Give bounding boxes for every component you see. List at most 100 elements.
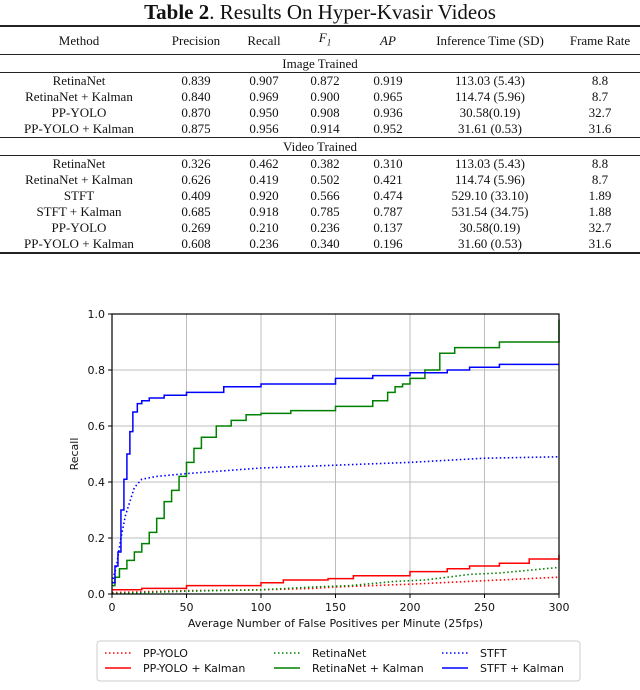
y-tick-label: 0.8: [88, 364, 106, 377]
table-row: RetinaNet 0.326 0.462 0.382 0.310 113.03 (5.4…: [0, 156, 640, 173]
cell-precision: 0.626: [181, 172, 211, 187]
y-tick-label: 1.0: [88, 308, 106, 321]
cell-method: PP-YOLO: [51, 105, 107, 120]
cell-ap: 0.952: [373, 121, 403, 136]
series-line-stft-kalman: [112, 363, 559, 584]
cell-method: PP-YOLO: [51, 220, 107, 235]
cell-method: PP-YOLO + Kalman: [0, 236, 158, 254]
cell-ap: 0.310: [373, 156, 403, 171]
cell-method: RetinaNet: [52, 73, 106, 88]
col-f1: F1: [318, 30, 332, 48]
cell-f1: 0.785: [310, 204, 340, 219]
section-image-trained: Image Trained RetinaNet 0.839 0.907 0.872 0.9…: [0, 54, 640, 138]
cell-method: STFT + Kalman: [36, 204, 122, 219]
section-title: Video Trained: [0, 137, 640, 156]
cell-precision: 0.269: [181, 220, 211, 235]
y-tick-label: 0.4: [88, 476, 106, 489]
legend-label: RetinaNet: [312, 647, 367, 660]
col-method: Method: [58, 32, 100, 48]
cell-recall: 0.210: [249, 220, 279, 235]
cell-ap: 0.196: [356, 236, 420, 254]
cell-ap: 0.936: [373, 105, 403, 120]
cell-fps: 1.88: [588, 204, 612, 219]
cell-recall: 0.920: [249, 188, 279, 203]
cell-f1: 0.914: [310, 121, 340, 136]
recall-vs-false-positives-chart: 0 50 100 150 200 250 300 0.0 0.2 0.4 0.6 0.8 1.0 Aver…: [0, 300, 640, 685]
cell-method: RetinaNet: [52, 156, 106, 171]
series-line-stft: [111, 456, 560, 584]
cell-f1: 0.502: [310, 172, 340, 187]
cell-time: 531.54 (34.75): [451, 204, 529, 219]
legend-label: PP-YOLO: [143, 647, 188, 660]
cell-time: 113.03 (5.43): [455, 156, 525, 171]
table-row: RetinaNet + Kalman 0.840 0.969 0.900 0.965 11…: [0, 89, 640, 105]
chart-svg: 0 50 100 150 200 250 300 0.0 0.2 0.4 0.6 0.8 1.0 Aver…: [68, 308, 581, 682]
cell-method: RetinaNet + Kalman: [25, 172, 133, 187]
x-tick-label: 0: [109, 601, 116, 614]
x-axis-label: Average Number of False Positives per Mi…: [188, 617, 483, 630]
table-row: RetinaNet 0.839 0.907 0.872 0.919 113.03 (5.4…: [0, 73, 640, 90]
cell-time: 31.61 (0.53): [458, 121, 522, 136]
cell-ap: 0.474: [373, 188, 403, 203]
x-tick-label: 50: [180, 601, 194, 614]
table-row: PP-YOLO + Kalman 0.875 0.956 0.914 0.952 31.6…: [0, 121, 640, 138]
cell-fps: 8.8: [591, 73, 609, 88]
y-axis-label: Recall: [68, 438, 81, 471]
section-title-row: Image Trained: [0, 54, 640, 73]
cell-precision: 0.326: [181, 156, 211, 171]
table-caption: Table 2. Results On Hyper-Kvasir Videos: [0, 0, 640, 24]
cell-method: PP-YOLO + Kalman: [24, 121, 134, 136]
cell-f1: 0.872: [310, 73, 340, 88]
cell-recall: 0.918: [249, 204, 279, 219]
cell-precision: 0.409: [181, 188, 211, 203]
cell-precision: 0.839: [181, 73, 211, 88]
table-row: PP-YOLO 0.269 0.210 0.236 0.137 30.58(0.19) 32…: [0, 220, 640, 236]
section-title-row: Video Trained: [0, 137, 640, 156]
cell-fps: 8.8: [591, 156, 609, 171]
legend-label: STFT: [480, 647, 507, 660]
cell-precision: 0.685: [181, 204, 211, 219]
cell-fps: 32.7: [588, 220, 612, 235]
col-inference-time: Inference Time (SD): [436, 32, 544, 48]
cell-fps: 32.7: [588, 105, 612, 120]
x-tick-label: 150: [325, 601, 346, 614]
cell-precision: 0.608: [158, 236, 234, 254]
table-row: PP-YOLO + Kalman 0.608 0.236 0.340 0.196 31.6…: [0, 236, 640, 254]
x-tick-label: 100: [251, 601, 272, 614]
series-line-pp-yolo-kalman: [112, 554, 560, 591]
cell-fps: 31.6: [560, 236, 640, 254]
col-precision: Precision: [171, 32, 221, 48]
cell-recall: 0.419: [249, 172, 279, 187]
caption-title: . Results On Hyper-Kvasir Videos: [209, 0, 496, 24]
table-row: STFT + Kalman 0.685 0.918 0.785 0.787 531.54 …: [0, 204, 640, 220]
cell-fps: 1.89: [588, 188, 612, 203]
y-tick-label: 0.2: [88, 532, 106, 545]
y-tick-label: 0.6: [88, 420, 106, 433]
legend-box: [96, 640, 581, 682]
cell-method: RetinaNet + Kalman: [25, 89, 133, 104]
legend-label: STFT + Kalman: [480, 662, 564, 675]
results-table: Method Precision Recall F1 AP Inference …: [0, 25, 640, 254]
cell-time: 113.03 (5.43): [455, 73, 525, 88]
cell-recall: 0.969: [249, 89, 279, 104]
legend-label: PP-YOLO + Kalman: [143, 662, 245, 675]
cell-precision: 0.870: [181, 105, 211, 120]
cell-f1: 0.566: [310, 188, 340, 203]
col-frame-rate: Frame Rate: [569, 32, 631, 48]
x-tick-label: 250: [474, 601, 495, 614]
table-row: PP-YOLO 0.870 0.950 0.908 0.936 30.58(0.19) 32…: [0, 105, 640, 121]
cell-method: STFT: [63, 188, 95, 203]
cell-ap: 0.421: [373, 172, 403, 187]
col-ap: AP: [380, 32, 396, 48]
cell-precision: 0.840: [181, 89, 211, 104]
y-tick-label: 0.0: [88, 588, 106, 601]
cell-f1: 0.908: [310, 105, 340, 120]
x-tick-label: 200: [400, 601, 421, 614]
caption-label: Table 2: [144, 0, 210, 24]
cell-ap: 0.137: [373, 220, 403, 235]
cell-ap: 0.787: [373, 204, 403, 219]
section-video-trained: Video Trained RetinaNet 0.326 0.462 0.382 0.3…: [0, 137, 640, 254]
cell-time: 114.74 (5.96): [455, 89, 525, 104]
cell-recall: 0.907: [249, 73, 279, 88]
cell-fps: 31.6: [588, 121, 612, 136]
